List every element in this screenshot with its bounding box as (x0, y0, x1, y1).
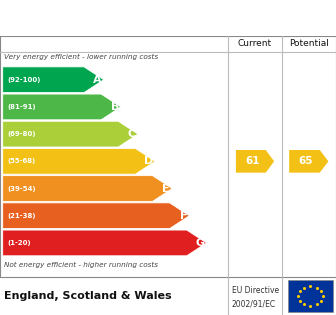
Text: G: G (196, 238, 205, 248)
Text: 2002/91/EC: 2002/91/EC (232, 300, 276, 309)
Polygon shape (3, 94, 121, 120)
Text: Very energy efficient - lower running costs: Very energy efficient - lower running co… (4, 54, 158, 60)
Text: (69-80): (69-80) (8, 131, 36, 137)
Text: Current: Current (238, 39, 272, 48)
Text: 65: 65 (299, 156, 313, 166)
Text: (1-20): (1-20) (8, 240, 31, 246)
Text: (21-38): (21-38) (8, 213, 36, 219)
Polygon shape (3, 203, 190, 229)
Polygon shape (236, 150, 274, 173)
Polygon shape (3, 148, 155, 174)
FancyBboxPatch shape (288, 280, 333, 312)
Polygon shape (3, 176, 172, 201)
Polygon shape (3, 121, 138, 147)
Text: C: C (128, 129, 136, 139)
Text: England, Scotland & Wales: England, Scotland & Wales (4, 291, 172, 301)
Text: B: B (111, 102, 119, 112)
Polygon shape (3, 67, 104, 93)
Text: E: E (162, 184, 170, 193)
Text: Not energy efficient - higher running costs: Not energy efficient - higher running co… (4, 262, 158, 268)
Text: (92-100): (92-100) (8, 77, 41, 83)
Text: Energy Efficiency Rating: Energy Efficiency Rating (4, 10, 214, 26)
Polygon shape (3, 230, 207, 256)
Text: A: A (93, 75, 102, 85)
Text: (39-54): (39-54) (8, 186, 36, 192)
Text: F: F (179, 211, 187, 221)
Text: EU Directive: EU Directive (232, 286, 279, 295)
Polygon shape (289, 150, 328, 173)
Text: (55-68): (55-68) (8, 158, 36, 164)
Text: D: D (144, 156, 154, 166)
Text: 61: 61 (245, 156, 260, 166)
Text: (81-91): (81-91) (8, 104, 36, 110)
Text: Potential: Potential (289, 39, 329, 48)
